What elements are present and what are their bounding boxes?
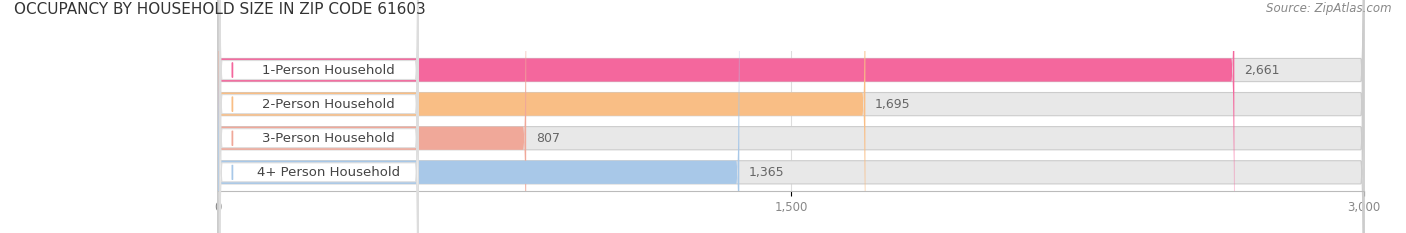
Text: 2,661: 2,661	[1244, 64, 1279, 76]
Text: Source: ZipAtlas.com: Source: ZipAtlas.com	[1267, 2, 1392, 15]
FancyBboxPatch shape	[219, 0, 418, 233]
FancyBboxPatch shape	[219, 0, 418, 233]
FancyBboxPatch shape	[218, 0, 1364, 233]
FancyBboxPatch shape	[218, 0, 526, 233]
FancyBboxPatch shape	[219, 0, 418, 233]
Text: 4+ Person Household: 4+ Person Household	[257, 166, 401, 179]
FancyBboxPatch shape	[218, 0, 1364, 233]
Text: 1,365: 1,365	[749, 166, 785, 179]
FancyBboxPatch shape	[218, 0, 1234, 233]
Text: 1-Person Household: 1-Person Household	[263, 64, 395, 76]
FancyBboxPatch shape	[218, 0, 1364, 233]
FancyBboxPatch shape	[219, 0, 418, 233]
Text: 3-Person Household: 3-Person Household	[263, 132, 395, 145]
Text: OCCUPANCY BY HOUSEHOLD SIZE IN ZIP CODE 61603: OCCUPANCY BY HOUSEHOLD SIZE IN ZIP CODE …	[14, 2, 426, 17]
Text: 807: 807	[536, 132, 560, 145]
FancyBboxPatch shape	[218, 0, 865, 233]
FancyBboxPatch shape	[218, 0, 1364, 233]
FancyBboxPatch shape	[218, 0, 740, 233]
Text: 2-Person Household: 2-Person Household	[263, 98, 395, 111]
Text: 1,695: 1,695	[875, 98, 911, 111]
